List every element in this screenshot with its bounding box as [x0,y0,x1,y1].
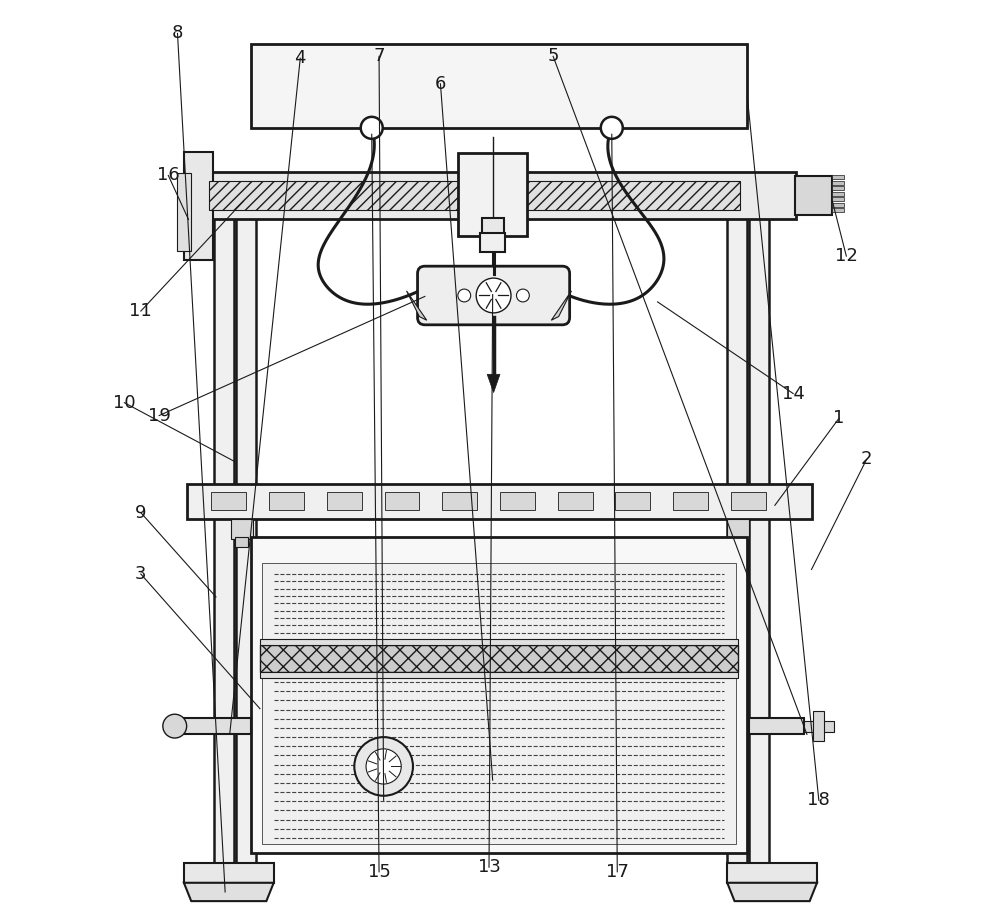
Text: 10: 10 [113,393,136,412]
Text: 16: 16 [157,166,180,185]
Bar [209,181,740,210]
Bar [231,519,253,539]
Bar [615,492,650,510]
Text: 14: 14 [782,384,805,403]
Bar [177,718,251,734]
Circle shape [516,289,529,302]
Bar [500,492,535,510]
Bar [260,644,738,672]
Polygon shape [727,883,817,902]
Bar [269,492,304,510]
Polygon shape [551,291,571,320]
Text: 1: 1 [833,409,845,427]
Bar [184,863,274,883]
Bar [558,492,593,510]
Bar [832,181,844,185]
Polygon shape [487,374,500,392]
Bar [184,152,213,260]
Bar [832,176,844,179]
Bar [727,863,817,883]
Bar [727,199,747,868]
Text: 5: 5 [547,48,559,65]
Text: 6: 6 [435,74,446,93]
Bar [804,720,834,732]
Text: 2: 2 [861,450,872,469]
Bar [251,538,747,854]
Bar [482,218,504,236]
Bar [673,492,708,510]
Bar [732,538,745,547]
Bar [262,672,736,845]
Circle shape [366,749,401,784]
Text: 15: 15 [368,863,390,880]
Polygon shape [407,291,427,320]
Bar [260,639,738,644]
Text: 8: 8 [172,25,183,42]
Text: 17: 17 [606,863,629,880]
Circle shape [361,117,383,139]
Bar [251,43,747,128]
Bar [327,492,362,510]
Text: 3: 3 [135,565,147,583]
Bar [795,176,832,215]
Bar [442,492,477,510]
Bar [385,492,419,510]
Bar [749,199,769,868]
Bar [177,173,191,251]
Bar [832,198,844,201]
Bar [749,718,804,734]
Bar [260,672,738,677]
Bar [214,199,234,868]
Text: 13: 13 [478,858,500,876]
Circle shape [601,117,623,139]
Bar [235,538,248,547]
Circle shape [458,289,471,302]
Bar [731,492,766,510]
Bar [727,519,749,539]
Text: 7: 7 [373,48,385,65]
Bar [211,492,246,510]
Bar [813,711,824,741]
Bar [832,209,844,212]
Text: 18: 18 [807,791,830,810]
Bar [202,172,796,220]
Bar [832,187,844,190]
Bar [236,199,256,868]
Circle shape [476,278,511,312]
Circle shape [354,737,413,796]
FancyBboxPatch shape [418,267,570,324]
Text: 19: 19 [148,406,171,425]
Text: 11: 11 [129,302,152,320]
Polygon shape [184,883,274,902]
Bar [262,563,736,647]
Circle shape [163,714,187,738]
Bar [458,153,527,236]
Bar [480,233,505,252]
Bar [187,484,812,519]
Bar [832,203,844,207]
Text: 12: 12 [835,247,858,265]
Text: 4: 4 [295,50,306,67]
Bar [832,192,844,196]
Text: 9: 9 [135,504,147,522]
